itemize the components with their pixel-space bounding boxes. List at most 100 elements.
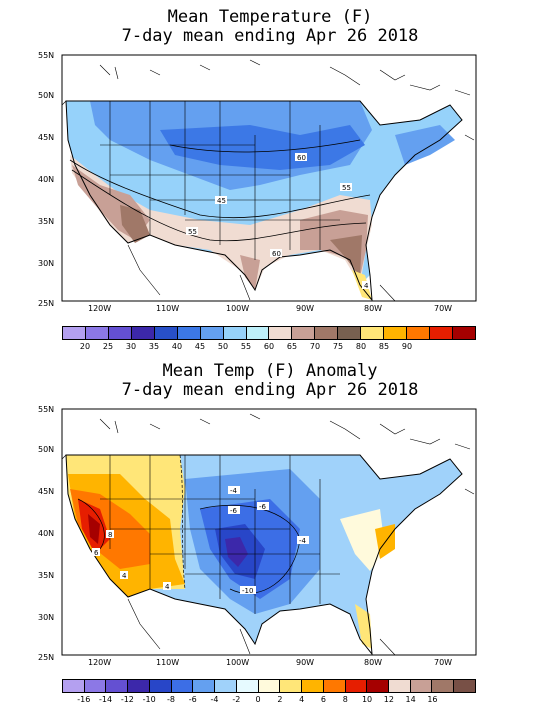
legend-swatch	[258, 680, 281, 692]
bottom-contour-label: 8	[108, 531, 112, 539]
legend-swatch	[131, 327, 155, 339]
top-contour-labels: 60 55 45 55 60 4	[186, 153, 370, 290]
top-lat-labels: 55N 50N 45N 40N 35N 30N 25N	[38, 51, 54, 308]
top-title-line2: 7-day mean ending Apr 26 2018	[121, 26, 419, 46]
lon-label: 100W	[226, 304, 249, 313]
legend-swatch	[454, 680, 475, 692]
bottom-contour-labels: -4 -6 -6 -4 -10 8 6 4 4	[92, 486, 309, 595]
top-contour-label: 55	[188, 228, 197, 236]
top-legend: 20 25 30 35 40 45 50 55 60 65 70 75 80 85 90	[62, 326, 476, 352]
legend-value: 30	[125, 342, 137, 351]
legend-value: 4	[299, 695, 305, 704]
legend-value: 14	[405, 695, 416, 704]
legend-swatch	[302, 680, 324, 692]
legend-value: 8	[342, 695, 348, 704]
legend-value: 16	[427, 695, 438, 704]
legend-value: -12	[120, 695, 134, 704]
legend-swatch	[315, 327, 339, 339]
bottom-contour-label: -10	[242, 587, 253, 595]
legend-swatch	[367, 680, 390, 692]
bottom-legend: -16 -14 -12 -10 -8 -6 -4 -2 0 2 4 6 8 10 12 14 16	[62, 679, 476, 705]
lon-label: 90W	[296, 658, 314, 667]
legend-swatch	[200, 327, 224, 339]
legend-value: -4	[210, 695, 219, 704]
top-title-line1: Mean Temperature (F)	[167, 7, 373, 27]
bottom-title-line1: Mean Temp (F) Anomaly	[162, 361, 378, 381]
legend-swatch	[63, 680, 85, 692]
lon-label: 80W	[364, 658, 382, 667]
lat-label: 50N	[38, 91, 54, 100]
lat-label: 30N	[38, 259, 54, 268]
top-legend-bar	[62, 326, 476, 340]
legend-swatch	[149, 680, 172, 692]
legend-value: 6	[320, 695, 327, 704]
legend-swatch	[106, 680, 129, 692]
legend-value: 50	[217, 342, 229, 351]
legend-value: 20	[79, 342, 91, 351]
bottom-contour-label: 4	[165, 583, 170, 591]
legend-swatch	[280, 680, 303, 692]
legend-value: -8	[166, 695, 175, 704]
top-state-borders	[65, 100, 463, 302]
top-coastlines	[61, 59, 475, 302]
legend-value: 0	[255, 695, 261, 704]
bottom-legend-bar	[62, 679, 476, 693]
lat-label: 50N	[38, 445, 54, 454]
legend-swatch	[128, 680, 150, 692]
legend-value: 75	[332, 342, 344, 351]
lon-label: 100W	[226, 658, 249, 667]
legend-swatch	[410, 680, 433, 692]
legend-value: 35	[148, 342, 160, 351]
bottom-coastlines	[61, 413, 475, 656]
legend-swatch	[63, 327, 86, 339]
top-legend-labels: 20 25 30 35 40 45 50 55 60 65 70 75 80 85 90	[62, 340, 476, 352]
top-contour-label: 45	[217, 197, 226, 205]
legend-value: 55	[240, 342, 252, 351]
bottom-title-line2: 7-day mean ending Apr 26 2018	[121, 380, 419, 400]
lat-label: 25N	[38, 653, 54, 662]
lat-label: 30N	[38, 613, 54, 622]
legend-swatch	[407, 327, 430, 339]
legend-swatch	[236, 680, 259, 692]
lat-label: 35N	[38, 571, 54, 580]
top-contour-label: 60	[272, 250, 281, 258]
legend-value: 70	[309, 342, 321, 351]
legend-value: -6	[188, 695, 197, 704]
lon-label: 110W	[156, 304, 179, 313]
bottom-lon-axis: 120W 110W 100W 90W 80W 70W	[88, 658, 452, 667]
legend-value: -14	[99, 695, 113, 704]
legend-swatch	[452, 327, 475, 339]
legend-swatch	[84, 680, 107, 692]
lon-label: 70W	[434, 658, 452, 667]
legend-swatch	[193, 680, 216, 692]
legend-swatch	[292, 327, 316, 339]
legend-value: 80	[355, 342, 367, 351]
bottom-contour-label: -6	[230, 507, 238, 515]
legend-swatch	[338, 327, 362, 339]
legend-value: 2	[277, 695, 283, 704]
legend-swatch	[269, 327, 293, 339]
legend-swatch	[389, 680, 411, 692]
legend-swatch	[177, 327, 201, 339]
legend-swatch	[246, 327, 270, 339]
legend-value: 40	[171, 342, 183, 351]
lat-label: 45N	[38, 133, 54, 142]
lon-label: 70W	[434, 304, 452, 313]
legend-swatch	[171, 680, 194, 692]
legend-value: 85	[378, 342, 390, 351]
top-contours	[69, 139, 371, 242]
top-us-fill	[66, 101, 462, 300]
legend-value: 25	[102, 342, 114, 351]
top-temperature-map: 60 55 45 55 60 4 55N 50N 45N 40N 35N 30N…	[38, 51, 477, 308]
legend-value: -10	[142, 695, 156, 704]
legend-swatch	[323, 680, 346, 692]
top-lon-axis: 120W 110W 100W 90W 80W 70W	[88, 304, 452, 313]
lat-label: 45N	[38, 487, 54, 496]
lon-label: 90W	[296, 304, 314, 313]
bottom-state-borders	[65, 454, 463, 656]
lon-label: 120W	[88, 304, 111, 313]
lat-label: 25N	[38, 299, 54, 308]
lat-label: 40N	[38, 175, 54, 184]
lon-label: 120W	[88, 658, 111, 667]
legend-value: 65	[286, 342, 298, 351]
